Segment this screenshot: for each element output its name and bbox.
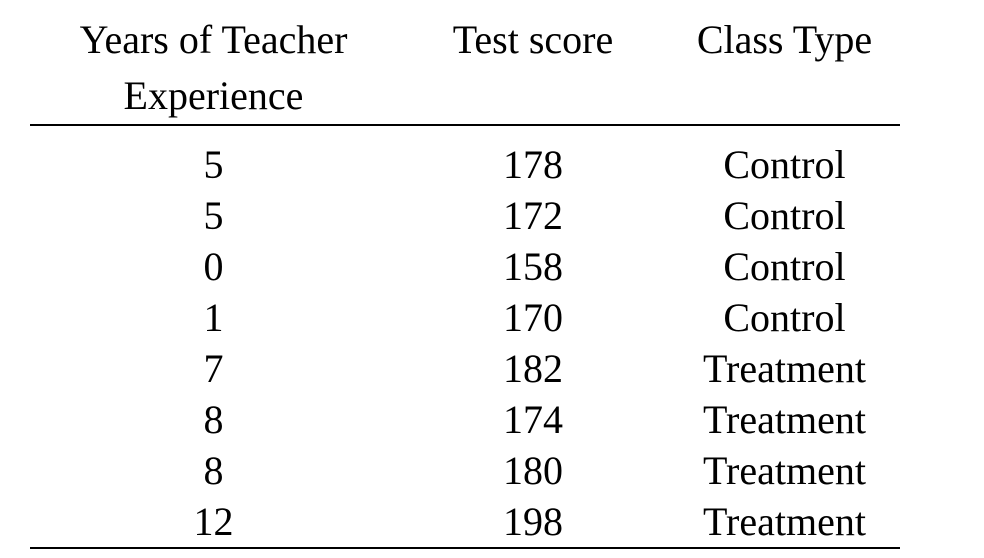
table-row: 1 170 Control bbox=[30, 292, 900, 343]
cell-test-score: 172 bbox=[503, 193, 563, 238]
table-row: 5 172 Control bbox=[30, 190, 900, 241]
cell-class-type: Treatment bbox=[703, 448, 866, 493]
header-line: Class Type bbox=[696, 17, 873, 62]
cell-class-type: Control bbox=[723, 193, 846, 238]
data-table-container: Years of Teacher Experience Test score C… bbox=[30, 0, 900, 549]
header-line: Experience bbox=[123, 73, 304, 118]
header-class-type: Class Type bbox=[669, 0, 900, 126]
header-line: Years of Teacher bbox=[79, 17, 348, 62]
cell-years: 8 bbox=[203, 397, 224, 442]
cell-years: 1 bbox=[203, 295, 224, 340]
cell-test-score: 174 bbox=[503, 397, 563, 442]
table-row: 5 178 Control bbox=[30, 125, 900, 190]
cell-class-type: Treatment bbox=[703, 346, 866, 391]
cell-test-score: 158 bbox=[503, 244, 563, 289]
data-table: Years of Teacher Experience Test score C… bbox=[30, 0, 900, 549]
header-years-of-experience: Years of Teacher Experience bbox=[30, 0, 397, 126]
table-row: 8 180 Treatment bbox=[30, 445, 900, 496]
table-row: 0 158 Control bbox=[30, 241, 900, 292]
table-row: 8 174 Treatment bbox=[30, 394, 900, 445]
cell-years: 8 bbox=[203, 448, 224, 493]
cell-years: 12 bbox=[30, 496, 397, 549]
cell-test-score: 170 bbox=[503, 295, 563, 340]
cell-years: 0 bbox=[203, 244, 224, 289]
cell-years: 7 bbox=[203, 346, 224, 391]
cell-test-score: 182 bbox=[503, 346, 563, 391]
table-body: 5 178 Control 5 172 Control 0 158 Control 1 170 Con… bbox=[30, 125, 900, 549]
cell-class-type: Treatment bbox=[703, 397, 866, 442]
cell-years: 5 bbox=[203, 193, 224, 238]
cell-class-type: Control bbox=[723, 295, 846, 340]
table-row: 7 182 Treatment bbox=[30, 343, 900, 394]
header-test-score: Test score bbox=[397, 0, 669, 126]
cell-class-type: Control bbox=[723, 142, 846, 187]
table-header: Years of Teacher Experience Test score C… bbox=[30, 0, 900, 126]
table-row: 12 198 Treatment bbox=[30, 496, 900, 549]
cell-test-score: 180 bbox=[503, 448, 563, 493]
cell-class-type: Treatment bbox=[669, 496, 900, 549]
header-line: Test score bbox=[452, 17, 614, 62]
cell-test-score: 198 bbox=[397, 496, 669, 549]
cell-years: 5 bbox=[203, 142, 224, 187]
header-row: Years of Teacher Experience Test score C… bbox=[30, 0, 900, 126]
cell-class-type: Control bbox=[723, 244, 846, 289]
cell-test-score: 178 bbox=[503, 142, 563, 187]
